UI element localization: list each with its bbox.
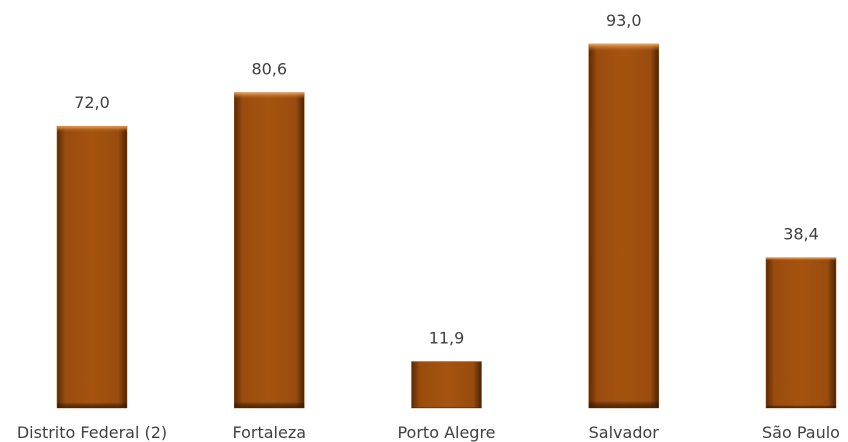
bar-bevel — [588, 44, 659, 408]
value-label: 93,0 — [606, 11, 642, 30]
x-tick-label: São Paulo — [762, 423, 840, 442]
bar-bevel — [57, 126, 127, 409]
value-label: 38,4 — [783, 225, 819, 244]
x-tick-label: Porto Alegre — [397, 423, 495, 442]
bar-bevel — [411, 361, 482, 408]
x-tick-label: Salvador — [589, 423, 660, 442]
value-label: 11,9 — [429, 328, 465, 347]
x-tick-label: Distrito Federal (2) — [17, 423, 167, 442]
value-label: 80,6 — [251, 60, 287, 79]
x-tick-label: Fortaleza — [232, 423, 306, 442]
bar-bevel — [234, 92, 305, 409]
value-label: 72,0 — [74, 93, 110, 112]
bar-bevel — [766, 257, 836, 408]
